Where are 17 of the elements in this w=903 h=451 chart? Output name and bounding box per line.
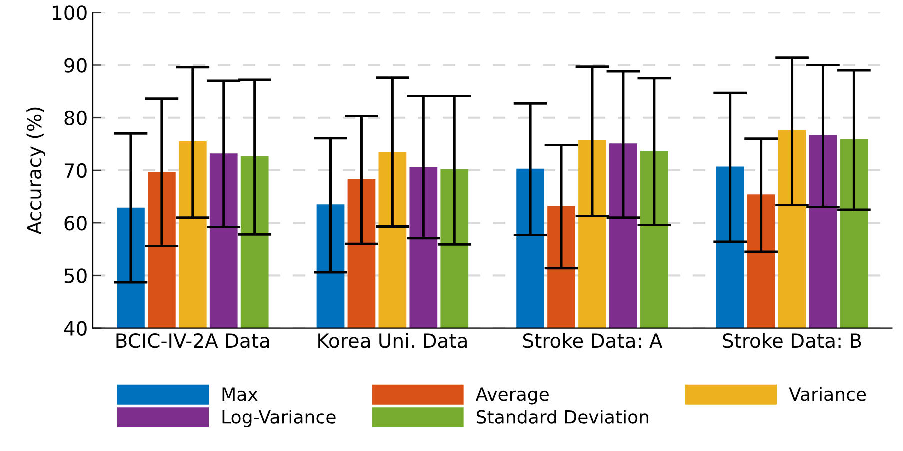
- legend-label: Standard Deviation: [476, 410, 648, 424]
- y-tick-label: 80: [64, 110, 87, 126]
- y-tick-label: 50: [64, 268, 87, 284]
- y-tick-label: 40: [64, 321, 87, 336]
- x-tick-label: Korea Uni. Data: [318, 333, 467, 348]
- y-tick-label: 70: [65, 163, 87, 178]
- y-tick-label: 90: [64, 58, 87, 73]
- x-tick-label: BCIC-IV-2A Data: [116, 334, 270, 348]
- y-tick-label: 100: [53, 6, 87, 20]
- y-tick-label: 60: [64, 216, 87, 231]
- legend-label: Variance: [789, 387, 866, 402]
- legend-label: Average: [476, 388, 549, 405]
- legend-label: Log-Variance: [222, 410, 336, 428]
- x-tick-label: Stroke Data: B: [723, 333, 862, 348]
- legend-label: Max: [222, 388, 258, 402]
- x-tick-label: Stroke Data: A: [523, 333, 663, 348]
- y-axis-title: Accuracy (%): [26, 108, 46, 235]
